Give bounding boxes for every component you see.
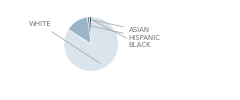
Text: ASIAN: ASIAN (91, 20, 150, 33)
Text: BLACK: BLACK (93, 20, 151, 48)
Wedge shape (68, 17, 91, 44)
Text: HISPANIC: HISPANIC (80, 24, 161, 41)
Wedge shape (64, 17, 118, 71)
Wedge shape (90, 17, 91, 44)
Text: WHITE: WHITE (29, 21, 100, 64)
Wedge shape (87, 17, 91, 44)
